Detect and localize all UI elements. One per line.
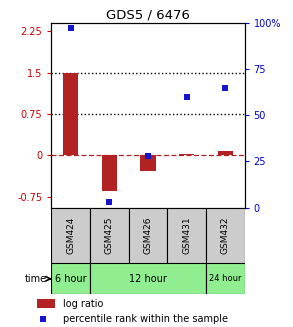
- Bar: [206, 263, 245, 294]
- Bar: [90, 208, 129, 263]
- Bar: [63, 73, 78, 155]
- Bar: [167, 208, 206, 263]
- Text: GSM432: GSM432: [221, 217, 230, 254]
- Bar: [102, 155, 117, 191]
- Bar: [37, 299, 55, 308]
- Text: GSM425: GSM425: [105, 217, 114, 254]
- Text: 24 hour: 24 hour: [209, 274, 241, 283]
- Bar: [218, 151, 233, 155]
- Text: log ratio: log ratio: [63, 299, 103, 309]
- Text: GSM424: GSM424: [66, 217, 75, 254]
- Bar: [51, 208, 90, 263]
- Text: time: time: [25, 274, 47, 284]
- Bar: [140, 155, 156, 171]
- Text: percentile rank within the sample: percentile rank within the sample: [63, 314, 228, 324]
- Text: 12 hour: 12 hour: [129, 274, 167, 284]
- Text: 6 hour: 6 hour: [55, 274, 86, 284]
- Text: GSM426: GSM426: [144, 217, 152, 254]
- Bar: [51, 263, 90, 294]
- Bar: [90, 263, 206, 294]
- Bar: [179, 154, 194, 155]
- Bar: [129, 208, 167, 263]
- Title: GDS5 / 6476: GDS5 / 6476: [106, 9, 190, 22]
- Bar: [206, 208, 245, 263]
- Text: GSM431: GSM431: [182, 216, 191, 254]
